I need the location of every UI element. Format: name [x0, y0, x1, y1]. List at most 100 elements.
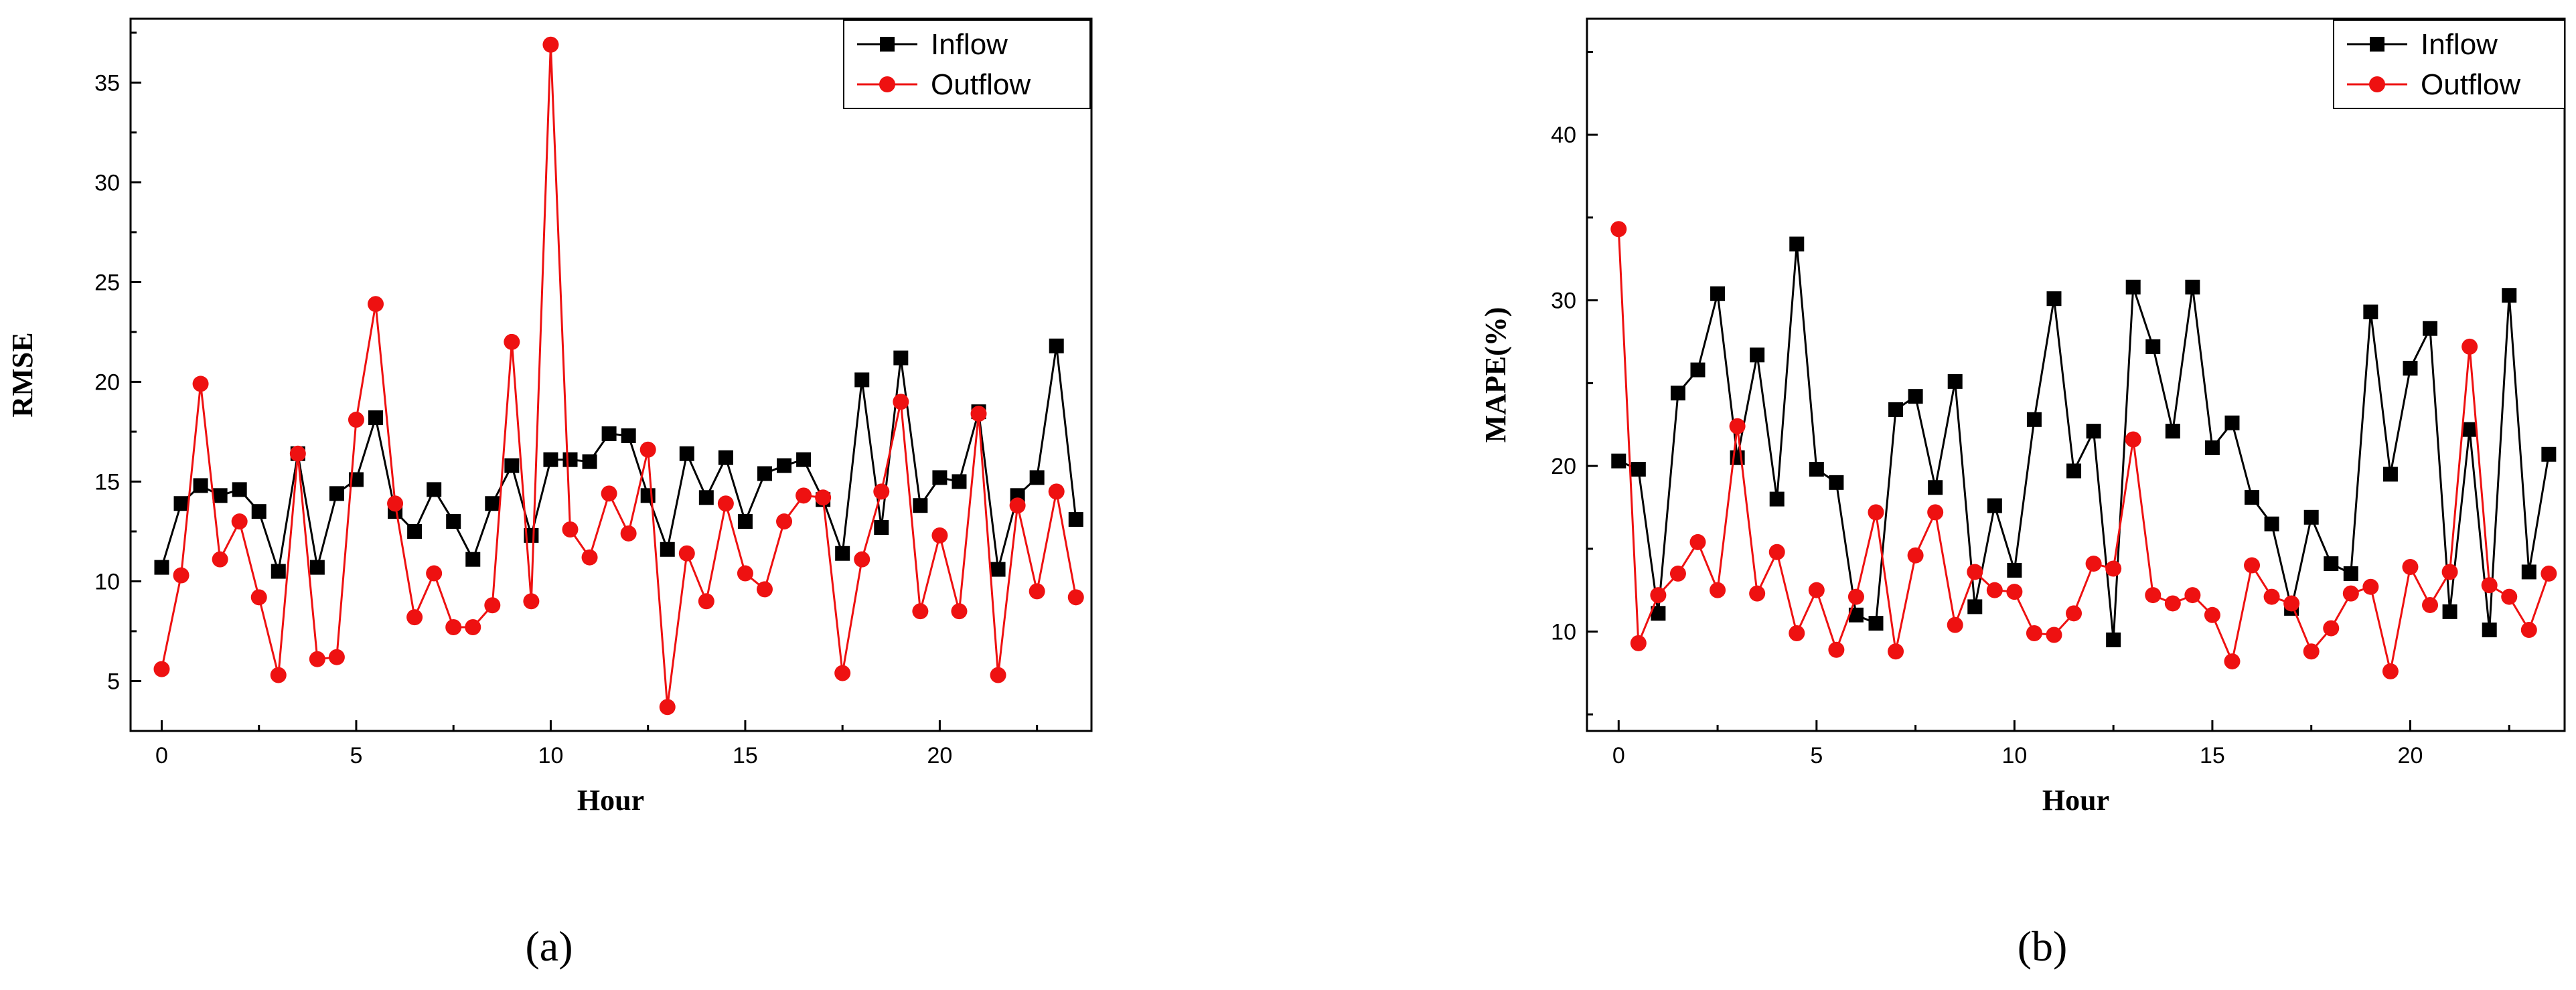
outflow-point — [912, 603, 929, 620]
inflow-point — [893, 350, 909, 365]
outflow-point — [581, 549, 598, 566]
outflow-point — [970, 406, 987, 422]
inflow-point — [679, 446, 694, 461]
outflow-point — [678, 545, 695, 562]
outflow-point — [1689, 533, 1706, 550]
outflow-point — [562, 521, 579, 538]
outflow-point — [2125, 431, 2141, 448]
y-tick-label: 15 — [94, 469, 120, 495]
outflow-point — [2204, 606, 2220, 623]
outflow-point — [737, 565, 753, 582]
legend-box — [843, 19, 1091, 109]
outflow-point — [1067, 589, 1084, 606]
outflow-point — [834, 665, 851, 681]
outflow-point — [1927, 504, 1944, 521]
outflow-point — [2184, 587, 2201, 604]
inflow-point — [718, 450, 733, 465]
outflow-point — [348, 412, 364, 428]
outflow-point — [1729, 418, 1746, 434]
outflow-point — [698, 593, 714, 610]
inflow-point — [1068, 512, 1083, 527]
outflow-point — [2046, 627, 2062, 643]
inflow-point — [309, 560, 325, 575]
outflow-point — [250, 589, 267, 606]
y-tick-label: 35 — [94, 70, 120, 96]
legend-marker — [2369, 76, 2385, 92]
outflow-point — [756, 581, 773, 598]
outflow-point — [1610, 221, 1627, 238]
outflow-point — [1986, 582, 2003, 598]
outflow-point — [951, 603, 968, 620]
inflow-line — [1618, 244, 2550, 641]
outflow-point — [1907, 547, 1924, 564]
outflow-point — [368, 296, 384, 313]
outflow-point — [893, 394, 909, 410]
inflow-point — [2343, 566, 2358, 581]
inflow-point — [2541, 446, 2557, 462]
outflow-point — [2541, 565, 2557, 582]
inflow-point — [2521, 564, 2536, 580]
inflow-point — [2224, 415, 2240, 430]
inflow-point — [173, 496, 189, 511]
inflow-point — [2303, 509, 2319, 525]
inflow-point — [2382, 467, 2398, 482]
inflow-point — [2185, 279, 2200, 295]
inflow-point — [932, 470, 948, 485]
y-axis-title: RMSE — [6, 332, 39, 417]
inflow-point — [1928, 480, 1943, 495]
outflow-point — [289, 445, 306, 462]
y-tick-label: 20 — [1551, 454, 1576, 479]
inflow-point — [2026, 412, 2042, 427]
x-tick-label: 0 — [155, 743, 168, 768]
inflow-point — [407, 523, 423, 539]
legend-label: Inflow — [931, 28, 1008, 61]
inflow-point — [952, 474, 967, 489]
outflow-point — [2342, 585, 2359, 602]
inflow-point — [913, 498, 928, 513]
outflow-point — [2402, 559, 2419, 576]
inflow-point — [2442, 604, 2457, 619]
inflow-point — [660, 542, 675, 557]
inflow-point — [2363, 304, 2378, 319]
outflow-point — [1650, 587, 1667, 604]
inflow-point — [1631, 462, 1646, 477]
x-tick-label: 10 — [538, 743, 564, 768]
inflow-point — [990, 562, 1006, 577]
legend-box — [2333, 19, 2565, 109]
panel-label: (b) — [2018, 922, 2068, 970]
inflow-point — [271, 564, 286, 579]
outflow-line — [161, 44, 1077, 708]
x-tick-label: 20 — [927, 743, 953, 768]
outflow-point — [426, 565, 443, 582]
outflow-point — [795, 487, 812, 504]
inflow-point — [2482, 623, 2497, 638]
outflow-point — [639, 441, 656, 458]
inflow-point — [2264, 516, 2279, 531]
outflow-point — [212, 551, 228, 568]
inflow-point — [698, 490, 714, 505]
inflow-point — [1908, 389, 1923, 404]
inflow-point — [504, 458, 520, 473]
inflow-point — [2086, 424, 2101, 439]
inflow-point — [1690, 362, 1706, 378]
legend-label: Outflow — [931, 68, 1031, 101]
x-axis-title: Hour — [577, 784, 644, 817]
x-tick-label: 10 — [2001, 743, 2027, 768]
inflow-point — [2007, 562, 2022, 578]
outflow-point — [2066, 605, 2082, 622]
outflow-point — [2501, 588, 2518, 605]
inflow-point — [465, 552, 481, 567]
inflow-point — [1670, 386, 1685, 401]
outflow-point — [2105, 560, 2122, 577]
inflow-point — [1987, 498, 2002, 513]
legend-label: Inflow — [2421, 28, 2498, 61]
legend-marker — [880, 37, 895, 52]
inflow-point — [1888, 402, 1904, 417]
outflow-point — [2263, 588, 2280, 605]
plot-frame — [129, 17, 1093, 732]
inflow-point — [777, 458, 792, 473]
rmse-chart: 0 5 10 15 20 5 10 15 20 25 30 35 Inflow Outflow Hour RM… — [6, 17, 1093, 970]
outflow-point — [1808, 582, 1825, 598]
x-tick-label: 5 — [350, 743, 363, 768]
inflow-point — [427, 482, 442, 497]
